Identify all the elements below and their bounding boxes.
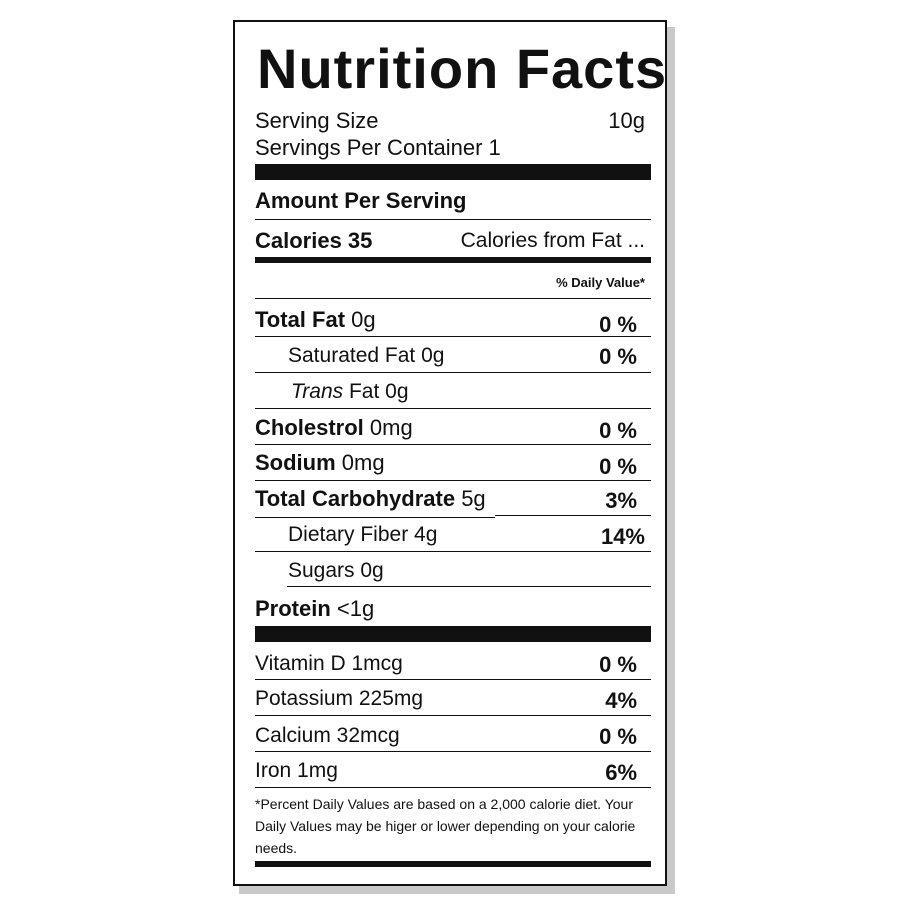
dietary-fiber-label: Dietary Fiber 4g	[288, 523, 438, 546]
divider	[255, 444, 651, 445]
cholesterol-row: Cholestrol 0mg	[255, 415, 413, 441]
iron-label: Iron 1mg	[255, 759, 338, 782]
vitamin-d-label: Vitamin D 1mcg	[255, 652, 403, 675]
daily-value-header: % Daily Value*	[556, 275, 645, 290]
saturated-fat-dv: 0 %	[599, 344, 637, 369]
divider	[255, 751, 651, 752]
divider	[255, 715, 651, 716]
divider	[255, 679, 651, 680]
divider	[255, 787, 651, 788]
divider	[255, 372, 651, 373]
divider	[255, 517, 495, 518]
total-fat-label: Total Fat	[255, 307, 346, 332]
nutrition-facts-label: Nutrition Facts Serving Size 10g Serving…	[233, 20, 667, 886]
total-carbohydrate-dv: 3%	[605, 488, 637, 513]
bottom-divider	[255, 861, 651, 867]
protein-label: Protein	[255, 596, 331, 621]
cholesterol-amount: 0mg	[369, 415, 413, 440]
serving-size-label: Serving Size	[255, 108, 379, 133]
medium-divider	[255, 257, 651, 263]
divider	[255, 480, 651, 481]
cholesterol-dv: 0 %	[599, 418, 637, 443]
sodium-row: Sodium 0mg	[255, 450, 385, 476]
protein-amount: <1g	[336, 596, 375, 621]
divider	[255, 219, 651, 220]
total-fat-amount: 0g	[351, 307, 376, 332]
label-title: Nutrition Facts	[257, 37, 668, 100]
sodium-amount: 0mg	[341, 450, 385, 475]
total-carbohydrate-row: Total Carbohydrate 5g	[255, 486, 486, 512]
dietary-fiber-dv: 14%	[600, 524, 645, 549]
divider	[255, 336, 651, 337]
calories-from-fat: Calories from Fat ...	[460, 229, 645, 252]
divider	[255, 551, 651, 552]
servings-per-container: Servings Per Container 1	[255, 135, 501, 160]
vitamin-d-dv: 0 %	[599, 652, 637, 677]
trans-fat-label: Fat 0g	[343, 380, 409, 403]
protein-row: Protein <1g	[255, 596, 374, 622]
potassium-label: Potassium 225mg	[255, 687, 424, 710]
saturated-fat-label: Saturated Fat 0g	[288, 344, 445, 367]
cholesterol-label: Cholestrol	[255, 415, 364, 440]
total-fat-dv: 0 %	[599, 312, 637, 337]
amount-per-serving: Amount Per Serving	[255, 188, 467, 213]
divider	[287, 586, 651, 587]
calcium-label: Calcium 32mcg	[255, 724, 400, 747]
trans-fat-row: Trans Fat 0g	[291, 379, 409, 405]
serving-size-value: 10g	[608, 108, 645, 133]
sugars-label: Sugars 0g	[288, 559, 384, 582]
total-fat-row: Total Fat 0g	[255, 307, 376, 333]
divider	[255, 408, 651, 409]
trans-fat-italic-label: Trans	[291, 380, 344, 403]
total-carbohydrate-amount: 5g	[461, 486, 486, 511]
total-carbohydrate-label: Total Carbohydrate	[255, 486, 456, 511]
calories: Calories 35	[255, 228, 373, 253]
divider	[495, 515, 651, 516]
potassium-dv: 4%	[605, 688, 637, 713]
sodium-label: Sodium	[255, 450, 336, 475]
footnote: *Percent Daily Values are based on a 2,0…	[255, 796, 636, 856]
sodium-dv: 0 %	[599, 454, 637, 479]
iron-dv: 6%	[605, 760, 637, 785]
thick-divider	[255, 164, 651, 180]
divider	[255, 298, 651, 299]
calcium-dv: 0 %	[599, 724, 637, 749]
thick-divider	[255, 626, 651, 642]
